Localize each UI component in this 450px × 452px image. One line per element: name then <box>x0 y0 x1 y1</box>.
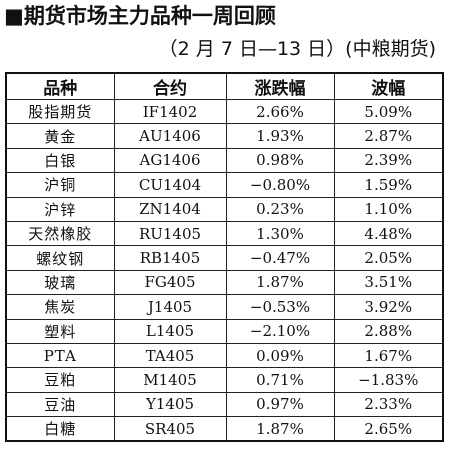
change-cell: −0.53% <box>225 294 335 320</box>
variety-cell: 天然橡胶 <box>5 220 115 247</box>
table-header-row: 品种 合约 涨跌幅 波幅 <box>5 72 444 100</box>
contract-cell: J1405 <box>113 294 227 320</box>
amplitude-cell: 2.39% <box>333 147 444 174</box>
weekly-futures-table: 品种 合约 涨跌幅 波幅 股指期货 IF1402 2.66% 5.09% 黄金 AU140… <box>5 72 444 443</box>
contract-cell: ZN1404 <box>113 196 227 222</box>
change-cell: 2.66% <box>225 98 335 125</box>
contract-cell: M1405 <box>113 367 227 393</box>
amplitude-cell: 2.33% <box>333 391 444 418</box>
table-row: 焦炭 J1405 −0.53% 3.92% <box>5 294 444 320</box>
table-row: PTA TA405 0.09% 1.67% <box>5 342 444 369</box>
change-cell: 0.23% <box>225 196 335 222</box>
table-row: 塑料 L1405 −2.10% 2.88% <box>5 318 444 344</box>
change-cell: 0.98% <box>225 147 335 174</box>
change-cell: 0.71% <box>225 367 335 393</box>
table-row: 沪铜 CU1404 −0.80% 1.59% <box>5 172 444 198</box>
variety-cell: 豆油 <box>5 391 115 418</box>
header-amplitude: 波幅 <box>333 72 444 100</box>
variety-cell: 玻璃 <box>5 269 115 296</box>
variety-cell: 沪铜 <box>5 172 115 198</box>
variety-cell: PTA <box>5 342 115 369</box>
amplitude-cell: 4.48% <box>333 220 444 247</box>
contract-cell: FG405 <box>113 269 227 296</box>
amplitude-cell: 2.87% <box>333 123 444 149</box>
change-cell: −2.10% <box>225 318 335 344</box>
table-row: 白银 AG1406 0.98% 2.39% <box>5 147 444 174</box>
change-cell: 0.09% <box>225 342 335 369</box>
table-row: 白糖 SR405 1.87% 2.65% <box>5 416 444 442</box>
contract-cell: AG1406 <box>113 147 227 174</box>
amplitude-cell: 2.05% <box>333 245 444 271</box>
variety-cell: 白银 <box>5 147 115 174</box>
table-row: 黄金 AU1406 1.93% 2.87% <box>5 123 444 149</box>
contract-cell: SR405 <box>113 416 227 442</box>
table-row: 豆粕 M1405 0.71% −1.83% <box>5 367 444 393</box>
change-cell: −0.47% <box>225 245 335 271</box>
header-change: 涨跌幅 <box>225 72 335 100</box>
table-row: 豆油 Y1405 0.97% 2.33% <box>5 391 444 418</box>
header-contract: 合约 <box>113 72 227 100</box>
amplitude-cell: −1.83% <box>333 367 444 393</box>
amplitude-cell: 2.65% <box>333 416 444 442</box>
contract-cell: Y1405 <box>113 391 227 418</box>
variety-cell: 豆粕 <box>5 367 115 393</box>
variety-cell: 股指期货 <box>5 98 115 125</box>
contract-cell: RU1405 <box>113 220 227 247</box>
table-row: 沪锌 ZN1404 0.23% 1.10% <box>5 196 444 222</box>
variety-cell: 黄金 <box>5 123 115 149</box>
page-title: ■期货市场主力品种一周回顾 <box>4 4 276 28</box>
change-cell: −0.80% <box>225 172 335 198</box>
change-cell: 1.87% <box>225 416 335 442</box>
change-cell: 0.97% <box>225 391 335 418</box>
variety-cell: 焦炭 <box>5 294 115 320</box>
amplitude-cell: 3.92% <box>333 294 444 320</box>
contract-cell: L1405 <box>113 318 227 344</box>
change-cell: 1.93% <box>225 123 335 149</box>
contract-cell: AU1406 <box>113 123 227 149</box>
amplitude-cell: 1.10% <box>333 196 444 222</box>
contract-cell: CU1404 <box>113 172 227 198</box>
contract-cell: IF1402 <box>113 98 227 125</box>
change-cell: 1.30% <box>225 220 335 247</box>
contract-cell: RB1405 <box>113 245 227 271</box>
amplitude-cell: 5.09% <box>333 98 444 125</box>
header-variety: 品种 <box>5 72 115 100</box>
amplitude-cell: 1.67% <box>333 342 444 369</box>
amplitude-cell: 1.59% <box>333 172 444 198</box>
variety-cell: 塑料 <box>5 318 115 344</box>
table-row: 玻璃 FG405 1.87% 3.51% <box>5 269 444 296</box>
variety-cell: 白糖 <box>5 416 115 442</box>
amplitude-cell: 3.51% <box>333 269 444 296</box>
table-row: 股指期货 IF1402 2.66% 5.09% <box>5 98 444 125</box>
amplitude-cell: 2.88% <box>333 318 444 344</box>
table-row: 天然橡胶 RU1405 1.30% 4.48% <box>5 220 444 247</box>
contract-cell: TA405 <box>113 342 227 369</box>
table-row: 螺纹钢 RB1405 −0.47% 2.05% <box>5 245 444 271</box>
table-body: 股指期货 IF1402 2.66% 5.09% 黄金 AU1406 1.93% 2.87% 白银… <box>5 98 444 442</box>
date-range-subtitle: （2 月 7 日—13 日）(中粮期货) <box>158 38 436 60</box>
variety-cell: 沪锌 <box>5 196 115 222</box>
change-cell: 1.87% <box>225 269 335 296</box>
variety-cell: 螺纹钢 <box>5 245 115 271</box>
